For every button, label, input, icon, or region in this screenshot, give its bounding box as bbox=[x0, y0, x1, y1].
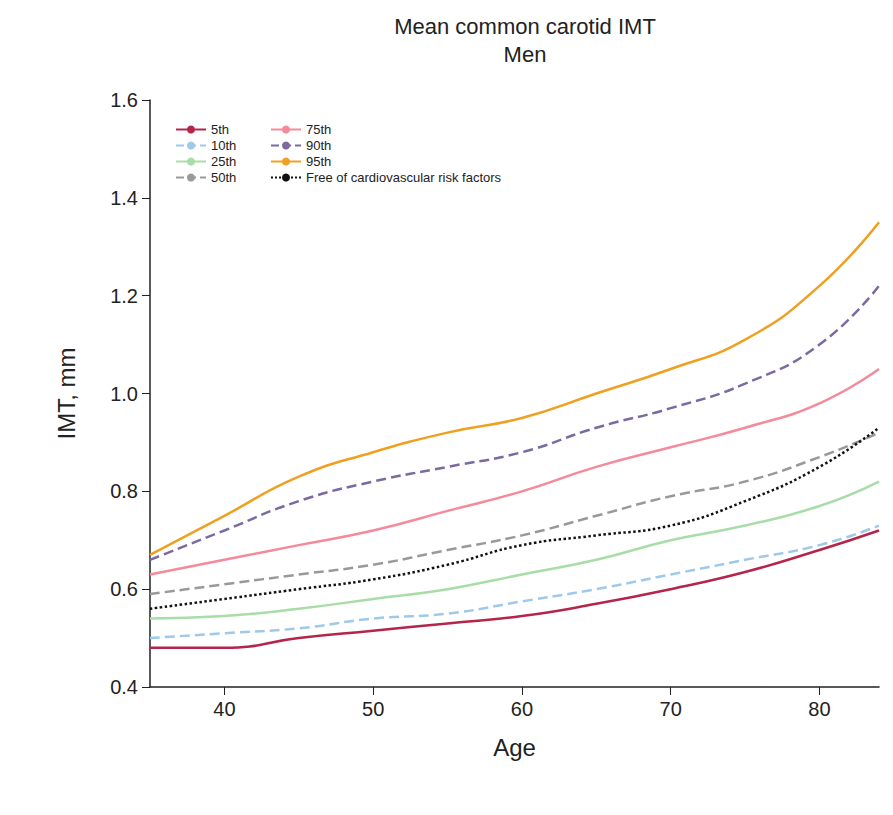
svg-text:0.4: 0.4 bbox=[110, 676, 138, 698]
svg-text:1.6: 1.6 bbox=[110, 89, 138, 111]
svg-text:75th: 75th bbox=[306, 122, 331, 137]
svg-text:70: 70 bbox=[660, 698, 682, 720]
svg-text:5th: 5th bbox=[211, 122, 229, 137]
svg-text:Men: Men bbox=[504, 42, 547, 67]
svg-text:1.0: 1.0 bbox=[110, 383, 138, 405]
svg-text:50: 50 bbox=[362, 698, 384, 720]
svg-text:40: 40 bbox=[213, 698, 235, 720]
svg-text:95th: 95th bbox=[306, 154, 331, 169]
svg-text:0.8: 0.8 bbox=[110, 480, 138, 502]
svg-text:25th: 25th bbox=[211, 154, 236, 169]
svg-text:Mean common carotid IMT: Mean common carotid IMT bbox=[394, 14, 656, 39]
svg-text:80: 80 bbox=[808, 698, 830, 720]
svg-text:Age: Age bbox=[493, 734, 536, 761]
svg-text:10th: 10th bbox=[211, 138, 236, 153]
svg-text:90th: 90th bbox=[306, 138, 331, 153]
svg-text:1.2: 1.2 bbox=[110, 285, 138, 307]
svg-text:IMT, mm: IMT, mm bbox=[53, 348, 80, 440]
svg-text:0.6: 0.6 bbox=[110, 578, 138, 600]
svg-text:60: 60 bbox=[511, 698, 533, 720]
svg-text:1.4: 1.4 bbox=[110, 187, 138, 209]
svg-text:Free of cardiovascular risk fa: Free of cardiovascular risk factors bbox=[306, 170, 502, 185]
svg-text:50th: 50th bbox=[211, 170, 236, 185]
